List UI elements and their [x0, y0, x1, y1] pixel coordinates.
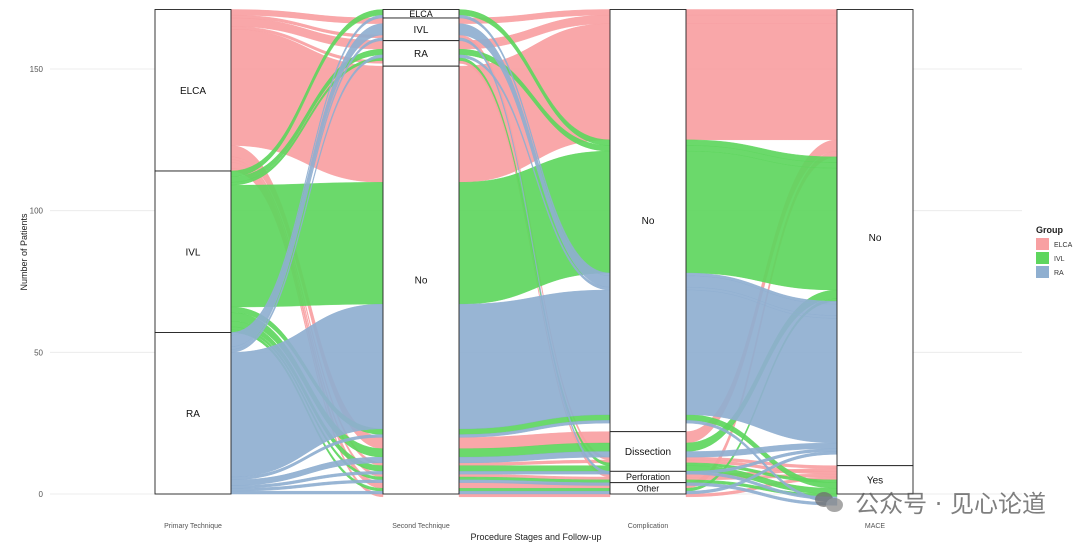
stratum-label: ELCA — [180, 86, 206, 97]
stratum-box — [382, 40, 460, 67]
stratum-label: Yes — [867, 475, 883, 486]
flow-ribbon-ivl — [685, 150, 838, 291]
flow-ribbon-ra — [458, 471, 611, 475]
flow-ribbon-elca — [685, 23, 838, 141]
stratum-label: No — [415, 276, 428, 287]
stratum-label: Dissection — [625, 447, 671, 458]
x-tick-label: MACE — [865, 523, 886, 530]
y-tick-label: 150 — [30, 65, 44, 74]
stratum-box — [609, 9, 687, 433]
flow-ribbon-elca — [685, 9, 838, 16]
legend-swatch-elca — [1036, 238, 1049, 250]
y-tick-label: 50 — [34, 348, 43, 357]
legend: Group ELCA IVL RA — [1036, 225, 1073, 278]
watermark: 公众号 · 见心论道 — [815, 484, 1046, 519]
flow-ribbon-ra — [458, 289, 611, 430]
flow-ribbons — [230, 9, 838, 506]
stratum-box — [836, 9, 914, 467]
legend-label: ELCA — [1054, 242, 1073, 249]
stratum-label: IVL — [185, 247, 200, 258]
stratum-label: Perforation — [626, 472, 670, 482]
stratum-label: RA — [186, 409, 200, 420]
legend-title: Group — [1036, 225, 1063, 235]
x-tick-label: Complication — [628, 523, 669, 530]
stratum-label: IVL — [413, 25, 428, 36]
stratum-label: No — [642, 216, 655, 227]
y-tick-label: 0 — [39, 490, 44, 499]
axes: 0 50 100 150 Number of Patients Procedure Sta… — [19, 65, 885, 542]
flow-ribbon-elca — [458, 493, 611, 498]
legend-label: RA — [1054, 270, 1064, 277]
stratum-box — [154, 332, 232, 495]
legend-swatch-ivl — [1036, 252, 1049, 264]
flow-ribbon-ra — [230, 490, 384, 495]
y-tick-label: 100 — [30, 207, 44, 216]
watermark-text: 公众号 · 见心论道 — [855, 490, 1046, 518]
flow-ribbon-ivl — [458, 465, 611, 472]
stratum-label: ELCA — [409, 9, 433, 19]
stratum-box — [154, 9, 232, 172]
stratum-box — [382, 65, 460, 495]
stratum-box — [609, 482, 687, 495]
legend-label: IVL — [1054, 256, 1065, 263]
stratum-label: RA — [414, 49, 428, 60]
x-tick-label: Second Technique — [392, 523, 450, 530]
stratum-box — [836, 465, 914, 495]
flow-ribbon-ivl — [230, 182, 384, 308]
strata-boxes: ELCA IVL RA ELCA IVL RA No No Dissection Perforat… — [154, 9, 914, 495]
stratum-label: No — [869, 233, 882, 244]
flow-ribbon-elca — [685, 14, 838, 24]
legend-swatch-ra — [1036, 266, 1049, 278]
flow-ribbon-ivl — [458, 488, 611, 492]
x-axis-title: Procedure Stages and Follow-up — [470, 532, 601, 542]
x-tick-label: Primary Technique — [164, 523, 222, 530]
wechat-icon — [815, 490, 845, 514]
stratum-label: Other — [637, 483, 660, 493]
y-axis-title: Number of Patients — [19, 213, 29, 291]
flow-ribbon-ra — [458, 490, 611, 495]
